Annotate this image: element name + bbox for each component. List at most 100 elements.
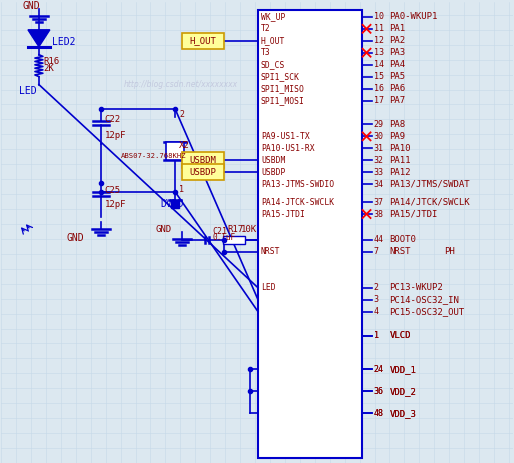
Text: 38: 38 (374, 210, 383, 219)
Text: PC15-OSC32_OUT: PC15-OSC32_OUT (390, 307, 465, 316)
Text: VDD_1: VDD_1 (390, 365, 416, 374)
Text: PA10: PA10 (390, 144, 411, 153)
Text: PA4: PA4 (390, 60, 406, 69)
Text: PA13-JTMS-SWDIO: PA13-JTMS-SWDIO (261, 180, 334, 188)
Text: PA15/JTDI: PA15/JTDI (390, 210, 438, 219)
Text: NRST: NRST (390, 247, 411, 257)
Text: VDD_2: VDD_2 (390, 387, 416, 396)
Text: PA11: PA11 (390, 156, 411, 165)
Bar (223, 236, 245, 244)
Text: VLCD: VLCD (390, 331, 411, 340)
Text: 1: 1 (374, 331, 378, 340)
Text: PA13/JTMS/SWDAT: PA13/JTMS/SWDAT (390, 180, 470, 188)
Text: VLCD: VLCD (390, 331, 411, 340)
Text: 36: 36 (374, 387, 383, 396)
Text: PH: PH (444, 247, 455, 257)
Text: 44: 44 (374, 235, 383, 244)
Text: 30: 30 (374, 132, 383, 141)
Text: 24: 24 (374, 365, 383, 374)
Polygon shape (28, 30, 50, 47)
Text: 10K: 10K (241, 225, 257, 234)
Text: GND: GND (67, 233, 84, 243)
Text: BOOT0: BOOT0 (390, 235, 416, 244)
Text: VDD_3: VDD_3 (390, 409, 416, 418)
Text: PC14-OSC32_IN: PC14-OSC32_IN (390, 295, 460, 304)
Text: 2: 2 (374, 283, 378, 292)
Text: 37: 37 (374, 198, 383, 206)
Bar (167, 142, 185, 160)
Text: 1: 1 (179, 185, 185, 194)
Text: SD_CS: SD_CS (261, 60, 285, 69)
Text: X2: X2 (179, 141, 190, 150)
Text: R16: R16 (43, 57, 59, 66)
Text: 13: 13 (374, 48, 383, 57)
Text: NRST: NRST (261, 247, 281, 257)
Text: DVDD: DVDD (160, 199, 184, 209)
Text: R17: R17 (227, 225, 243, 234)
Text: USBDM: USBDM (190, 156, 217, 165)
Text: http://blog.csdn.net/xxxxxxxx: http://blog.csdn.net/xxxxxxxx (123, 80, 237, 89)
Text: C21: C21 (212, 227, 227, 237)
Text: 17: 17 (374, 96, 383, 105)
Text: USBDP: USBDP (261, 168, 285, 177)
Text: PA1: PA1 (390, 25, 406, 33)
Text: C22: C22 (105, 115, 121, 124)
Text: 1: 1 (374, 331, 378, 340)
Text: 4: 4 (374, 307, 378, 316)
Text: GND: GND (23, 1, 41, 11)
Text: USBDM: USBDM (261, 156, 285, 165)
Text: 12: 12 (374, 36, 383, 45)
Text: LED: LED (261, 283, 276, 292)
Text: 3: 3 (374, 295, 378, 304)
Text: 24: 24 (374, 365, 383, 374)
Text: PA5: PA5 (390, 72, 406, 81)
Text: PA14/JTCK/SWCLK: PA14/JTCK/SWCLK (390, 198, 470, 206)
Text: H_OUT: H_OUT (190, 36, 217, 45)
Text: SPI1_MOSI: SPI1_MOSI (261, 96, 305, 105)
Text: LED2: LED2 (52, 37, 76, 47)
Text: PA15-JTDI: PA15-JTDI (261, 210, 305, 219)
Text: 36: 36 (374, 387, 383, 396)
Text: 10: 10 (374, 13, 383, 21)
Text: 32: 32 (374, 156, 383, 165)
Text: ABS07-32.768KHZ: ABS07-32.768KHZ (121, 153, 186, 159)
Text: 48: 48 (374, 409, 383, 418)
Text: PA8: PA8 (390, 120, 406, 129)
Text: PA3: PA3 (390, 48, 406, 57)
Text: PA10-US1-RX: PA10-US1-RX (261, 144, 315, 153)
Text: SPI1_MISO: SPI1_MISO (261, 84, 305, 93)
Text: PA14-JTCK-SWCLK: PA14-JTCK-SWCLK (261, 198, 334, 206)
Text: GND: GND (155, 225, 172, 234)
Text: SPI1_SCK: SPI1_SCK (261, 72, 300, 81)
Text: 29: 29 (374, 120, 383, 129)
Text: PA9-US1-TX: PA9-US1-TX (261, 132, 310, 141)
Text: 0.1uF: 0.1uF (212, 233, 235, 243)
Text: H_OUT: H_OUT (261, 36, 285, 45)
Text: 34: 34 (374, 180, 383, 188)
Text: T3: T3 (261, 48, 271, 57)
Text: PA7: PA7 (390, 96, 406, 105)
Text: 48: 48 (374, 409, 383, 418)
Text: 15: 15 (374, 72, 383, 81)
FancyBboxPatch shape (182, 164, 224, 180)
Text: C25: C25 (105, 186, 121, 194)
Text: 12pF: 12pF (105, 131, 126, 140)
Text: 33: 33 (374, 168, 383, 177)
Text: 14: 14 (374, 60, 383, 69)
Text: PA2: PA2 (390, 36, 406, 45)
FancyBboxPatch shape (182, 152, 224, 168)
Text: LED: LED (19, 86, 36, 95)
Text: 12pF: 12pF (105, 200, 126, 208)
Bar (258, 10, 361, 458)
Text: PA0-WKUP1: PA0-WKUP1 (390, 13, 438, 21)
Text: VDD_2: VDD_2 (390, 387, 416, 396)
FancyArrow shape (171, 200, 179, 208)
Text: USBDP: USBDP (190, 168, 217, 177)
Text: 2: 2 (179, 110, 185, 119)
Text: PA6: PA6 (390, 84, 406, 93)
Text: T2: T2 (261, 25, 271, 33)
FancyBboxPatch shape (182, 33, 224, 49)
Text: VDD_1: VDD_1 (390, 365, 416, 374)
Text: PA9: PA9 (390, 132, 406, 141)
Text: WK_UP: WK_UP (261, 13, 285, 21)
